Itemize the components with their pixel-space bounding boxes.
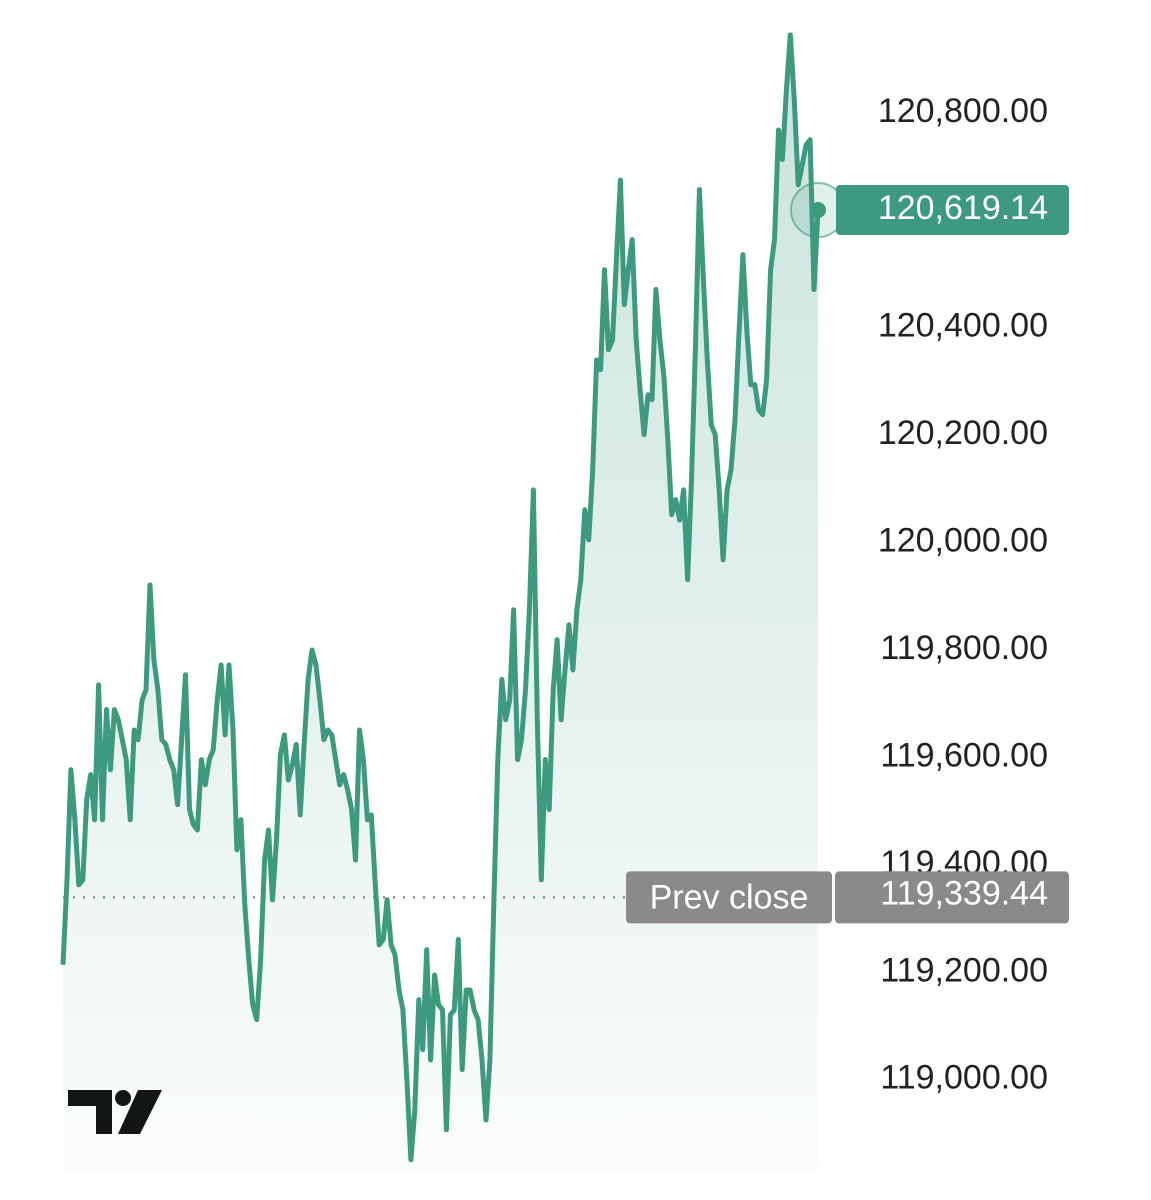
y-tick-label: 120,400.00: [878, 307, 1048, 345]
y-tick-label: 119,800.00: [880, 629, 1048, 667]
y-tick-label: 120,000.00: [878, 522, 1048, 560]
prev-close-value: 119,339.44: [880, 874, 1048, 912]
area: [63, 34, 818, 1170]
price-line: [60, 32, 821, 1163]
y-tick-label: 119,000.00: [880, 1059, 1048, 1097]
last-price-label: 120,619.14: [878, 189, 1048, 227]
prev-close-badge: [626, 871, 832, 924]
y-tick-label: 119,200.00: [880, 951, 1048, 989]
prev-close-name: Prev close: [650, 878, 809, 916]
last-price-dot: [810, 201, 826, 218]
y-tick-label: 119,600.00: [880, 736, 1048, 774]
prev-close-value-badge: [835, 871, 1069, 924]
y-tick-label: 120,800.00: [878, 92, 1048, 130]
y-tick-label: 120,200.00: [878, 414, 1048, 452]
last-price-badge: [836, 184, 1069, 235]
